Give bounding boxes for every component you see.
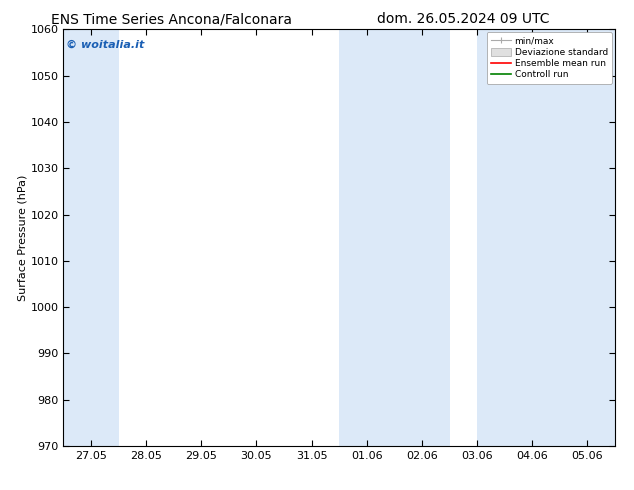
Text: dom. 26.05.2024 09 UTC: dom. 26.05.2024 09 UTC [377, 12, 549, 26]
Bar [63, 29, 119, 446]
Legend: min/max, Deviazione standard, Ensemble mean run, Controll run: min/max, Deviazione standard, Ensemble m… [486, 32, 612, 84]
Text: © woitalia.it: © woitalia.it [66, 40, 145, 50]
Bar [339, 29, 450, 446]
Y-axis label: Surface Pressure (hPa): Surface Pressure (hPa) [18, 174, 28, 301]
Text: ENS Time Series Ancona/Falconara: ENS Time Series Ancona/Falconara [51, 12, 292, 26]
Bar [477, 29, 615, 446]
